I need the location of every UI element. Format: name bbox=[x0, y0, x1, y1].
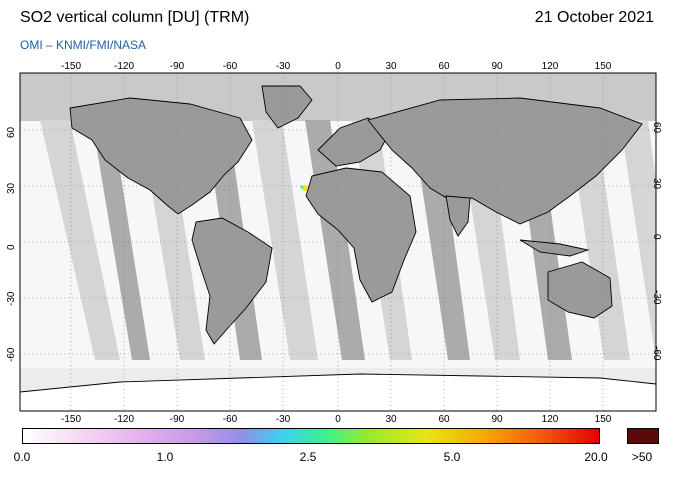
india bbox=[445, 195, 471, 237]
colorbar-label: 20.0 bbox=[584, 450, 608, 464]
lat-tick-label: 0 bbox=[651, 234, 662, 240]
lon-tick-label: 90 bbox=[491, 61, 503, 72]
so2-colorbar bbox=[22, 428, 600, 444]
colorbar-label: 2.5 bbox=[299, 450, 317, 464]
colorbar-max-swatch bbox=[627, 428, 659, 444]
lon-tick-label: -120 bbox=[113, 61, 135, 72]
lon-tick-label: -120 bbox=[113, 414, 135, 425]
lon-tick-label: 30 bbox=[385, 61, 397, 72]
colorbar-label: 0.0 bbox=[13, 450, 31, 464]
lat-tick-label: 0 bbox=[6, 244, 17, 250]
lat-tick-label: -30 bbox=[6, 291, 17, 306]
colorbar-label: 1.0 bbox=[156, 450, 174, 464]
indonesia bbox=[519, 239, 590, 257]
lon-tick-label: -30 bbox=[275, 61, 291, 72]
lon-tick-label: -90 bbox=[169, 61, 185, 72]
north-america bbox=[69, 97, 253, 215]
map-date: 21 October 2021 bbox=[534, 9, 654, 26]
colorbar-max-label: >50 bbox=[631, 450, 653, 464]
lat-tick-label: 30 bbox=[6, 182, 17, 194]
greenland bbox=[261, 85, 313, 129]
lat-tick-label: -60 bbox=[651, 346, 662, 361]
lat-tick-label: 30 bbox=[651, 178, 662, 190]
lon-tick-label: 30 bbox=[385, 414, 397, 425]
australia bbox=[547, 261, 613, 319]
lon-tick-label: 60 bbox=[438, 61, 450, 72]
lon-tick-label: -60 bbox=[222, 414, 238, 425]
lon-tick-label: 0 bbox=[335, 61, 341, 72]
south-america bbox=[191, 217, 273, 345]
map-frame bbox=[19, 72, 657, 412]
lat-tick-label: 60 bbox=[651, 122, 662, 134]
data-credit: OMI – KNMI/FMI/NASA bbox=[20, 38, 147, 52]
lat-tick-label: -30 bbox=[651, 290, 662, 305]
lon-tick-label: 150 bbox=[594, 61, 612, 72]
graticule bbox=[20, 73, 656, 411]
colorbar-label: 5.0 bbox=[443, 450, 461, 464]
lat-tick-label: 60 bbox=[6, 126, 17, 138]
lon-tick-label: -150 bbox=[60, 61, 82, 72]
lon-tick-label: 120 bbox=[541, 414, 559, 425]
map-title: SO2 vertical column [DU] (TRM) bbox=[20, 9, 250, 26]
lon-tick-label: 0 bbox=[335, 414, 341, 425]
continents bbox=[20, 85, 656, 411]
lat-tick-label: -60 bbox=[6, 347, 17, 362]
lon-tick-label: 120 bbox=[541, 61, 559, 72]
lon-tick-label: -60 bbox=[222, 61, 238, 72]
lon-tick-label: -30 bbox=[275, 414, 291, 425]
lon-tick-label: 90 bbox=[491, 414, 503, 425]
lon-tick-label: 150 bbox=[594, 414, 612, 425]
africa bbox=[305, 167, 417, 303]
lon-tick-label: -150 bbox=[60, 414, 82, 425]
lon-tick-label: -90 bbox=[169, 414, 185, 425]
asia bbox=[367, 97, 643, 225]
lon-tick-label: 60 bbox=[438, 414, 450, 425]
